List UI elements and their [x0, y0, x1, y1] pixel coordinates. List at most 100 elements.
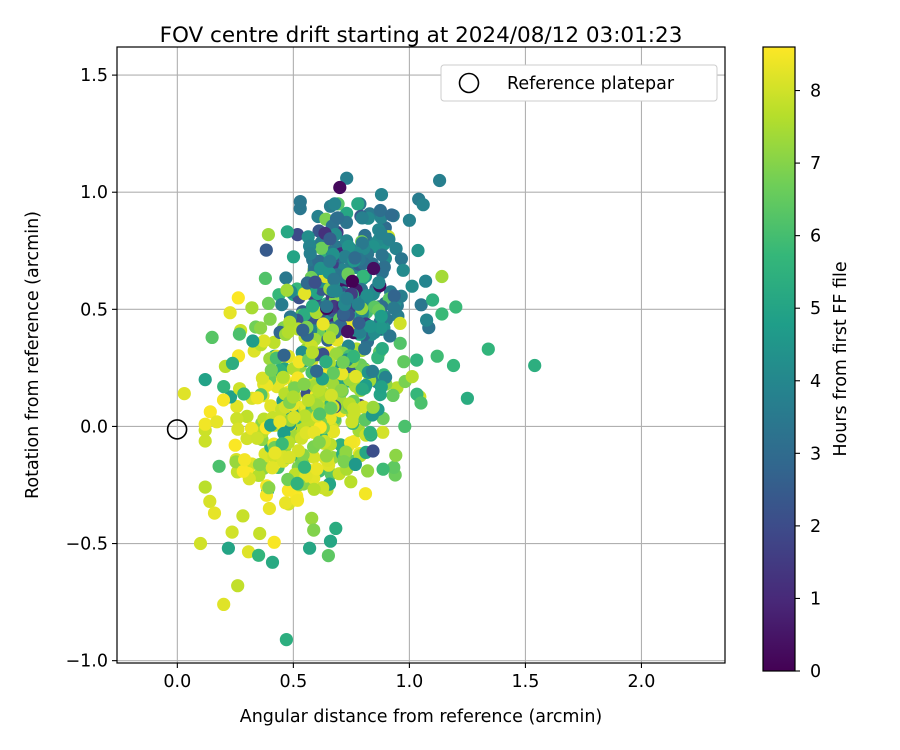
data-point	[374, 321, 388, 335]
data-point	[334, 383, 348, 397]
data-point	[319, 355, 333, 369]
data-point	[341, 324, 355, 339]
data-point	[228, 438, 242, 452]
data-point	[261, 296, 276, 310]
data-point	[212, 459, 226, 473]
data-point	[351, 197, 365, 211]
data-point	[351, 297, 365, 311]
data-point	[358, 342, 372, 356]
y-tick-label: 0.0	[80, 417, 108, 437]
data-point	[416, 198, 430, 212]
data-point	[375, 248, 389, 262]
legend-box	[440, 64, 718, 102]
data-point	[340, 171, 354, 185]
data-point	[246, 334, 260, 348]
data-point	[240, 409, 254, 423]
data-point	[297, 460, 312, 474]
data-point	[337, 455, 351, 469]
data-point	[398, 419, 412, 433]
data-point	[361, 464, 375, 478]
data-point	[355, 211, 369, 225]
data-point	[323, 254, 337, 268]
data-point	[240, 431, 254, 446]
data-point	[322, 331, 336, 345]
y-axis-ticks: −1.0 −0.5 0.0 0.5 1.0 1.5	[66, 66, 117, 672]
data-point	[303, 541, 317, 555]
data-point	[387, 301, 401, 315]
data-point	[286, 250, 301, 264]
x-axis-ticks: 0.0 0.5 1.0 1.5 2.0	[163, 663, 655, 692]
data-point	[393, 336, 407, 350]
data-point	[481, 342, 495, 356]
data-point	[267, 335, 281, 349]
data-point	[386, 388, 400, 402]
data-point	[305, 299, 320, 313]
data-point	[276, 370, 290, 384]
data-point	[340, 292, 354, 306]
data-point	[193, 536, 208, 551]
data-point	[267, 535, 281, 549]
legend: Reference platepar	[440, 64, 718, 102]
data-point	[363, 425, 377, 440]
data-point	[366, 444, 380, 458]
data-point	[348, 457, 362, 471]
data-point	[410, 353, 424, 367]
data-point	[324, 401, 338, 415]
data-point	[225, 525, 239, 539]
data-point	[253, 526, 267, 541]
data-point	[207, 506, 222, 520]
data-point	[307, 425, 321, 439]
data-point	[252, 458, 267, 472]
data-point	[232, 327, 246, 341]
data-point	[313, 407, 327, 421]
data-point	[310, 364, 324, 378]
data-point	[321, 549, 335, 563]
data-point	[323, 232, 337, 246]
colorbar-tick-label: 2	[810, 517, 821, 537]
x-tick-label: 2.0	[628, 672, 656, 692]
data-point	[273, 415, 287, 429]
data-point	[405, 279, 419, 293]
data-point	[528, 358, 542, 373]
data-point	[331, 211, 345, 225]
data-point	[291, 444, 305, 458]
data-point	[268, 446, 282, 460]
y-tick-label: 0.5	[80, 300, 108, 320]
colorbar-gradient	[762, 46, 796, 672]
data-point	[230, 399, 244, 414]
data-point	[290, 493, 305, 507]
data-point	[358, 487, 373, 501]
reference-platepar-marker	[166, 419, 188, 440]
data-point	[411, 243, 425, 258]
data-point	[389, 448, 403, 462]
legend-label: Reference platepar	[507, 74, 675, 94]
data-point	[250, 431, 264, 445]
data-point	[385, 208, 399, 222]
data-point	[261, 228, 275, 242]
data-point	[236, 509, 250, 523]
data-point	[262, 501, 276, 516]
data-point	[280, 283, 294, 297]
data-point	[405, 370, 419, 384]
data-point	[324, 388, 338, 402]
data-point	[329, 521, 343, 536]
data-point	[250, 391, 265, 405]
data-point	[383, 329, 397, 343]
data-point	[293, 195, 307, 209]
data-point	[275, 437, 289, 451]
data-point	[217, 380, 231, 394]
data-point	[326, 366, 340, 380]
data-point	[414, 298, 428, 312]
y-tick-label: 1.0	[80, 183, 108, 203]
data-point	[433, 173, 447, 188]
data-point	[315, 241, 329, 255]
data-point	[252, 548, 266, 562]
data-point	[225, 356, 240, 370]
data-point	[305, 511, 319, 525]
data-point	[393, 316, 407, 330]
data-point	[255, 371, 269, 385]
data-point	[231, 422, 245, 436]
data-point	[301, 393, 315, 407]
data-point	[374, 380, 388, 394]
data-point	[357, 400, 371, 414]
